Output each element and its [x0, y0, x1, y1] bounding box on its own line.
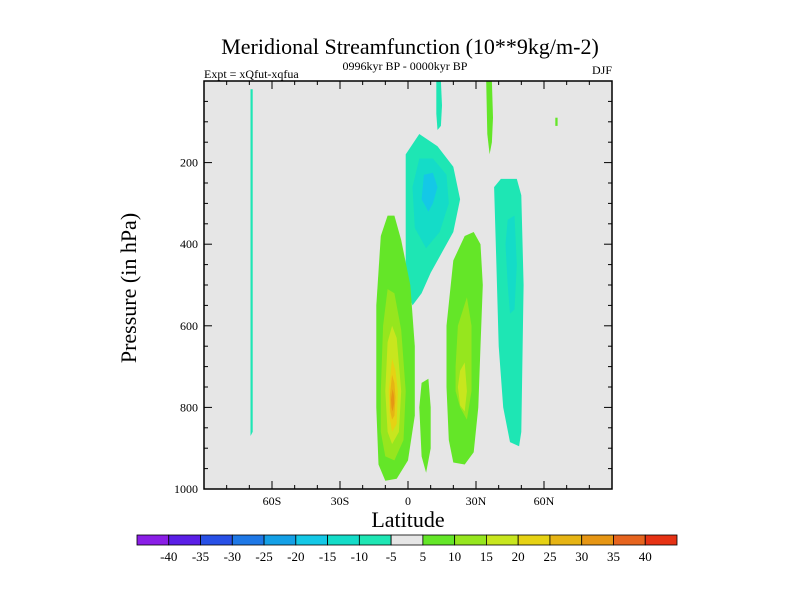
x-tick-label: 60N — [534, 494, 555, 508]
colorbar-swatch — [200, 534, 233, 546]
colorbar-label: -25 — [255, 549, 272, 564]
colorbar-swatch — [517, 534, 551, 546]
colorbar-swatch — [168, 534, 201, 546]
colorbar-swatch — [581, 534, 614, 546]
y-tick-label: 200 — [180, 156, 198, 170]
y-tick-label: 1000 — [174, 482, 198, 496]
colorbar-swatch — [136, 534, 170, 546]
colorbar-label: -5 — [386, 549, 397, 564]
colorbar-swatch — [486, 534, 519, 546]
contour-region — [505, 215, 517, 314]
colorbar-label: 20 — [512, 549, 525, 564]
colorbar-swatch — [644, 534, 678, 546]
contour-region — [555, 117, 558, 126]
colorbar-swatch — [613, 534, 646, 546]
colorbar-label: -40 — [160, 549, 177, 564]
contour-region — [436, 81, 442, 130]
contour-region — [419, 378, 431, 473]
colorbar: -40 -35 -30 -25 -20 -15 -10 -5 5 10 15 20 25 30 35 40 — [136, 534, 678, 564]
y-tick-label: 800 — [180, 400, 198, 414]
colorbar-label: 30 — [575, 549, 588, 564]
colorbar-swatch — [549, 534, 583, 546]
axis-ticks: 60S 30S 0 30N 60N 200 400 600 800 1000 — [174, 81, 612, 508]
chart-title: Meridional Streamfunction (10**9kg/m-2) — [221, 34, 599, 59]
colorbar-label: -30 — [224, 549, 241, 564]
y-tick-label: 400 — [180, 237, 198, 251]
contour-regions — [250, 81, 558, 481]
colorbar-label: -35 — [192, 549, 209, 564]
colorbar-label: -20 — [287, 549, 304, 564]
contour-region — [457, 362, 467, 412]
contour-region — [486, 81, 493, 155]
chart-subtitle-right: DJF — [592, 63, 612, 77]
x-tick-label: 30S — [331, 494, 350, 508]
colorbar-label: 5 — [420, 549, 427, 564]
x-tick-label: 60S — [263, 494, 282, 508]
colorbar-swatch — [327, 534, 360, 546]
colorbar-label: 35 — [607, 549, 620, 564]
colorbar-swatch — [390, 534, 424, 546]
colorbar-label: -15 — [319, 549, 336, 564]
y-axis-label: Pressure (in hPa) — [116, 213, 141, 363]
contour-region — [250, 89, 253, 436]
colorbar-swatch — [263, 534, 297, 546]
colorbar-label: -10 — [351, 549, 368, 564]
contour-region — [494, 178, 524, 447]
colorbar-swatch — [454, 534, 487, 546]
x-tick-label: 30N — [466, 494, 487, 508]
colorbar-label: 25 — [543, 549, 556, 564]
colorbar-swatch — [422, 534, 456, 546]
x-tick-label: 0 — [405, 494, 411, 508]
contour-region — [421, 172, 438, 212]
contour-region — [391, 389, 395, 412]
chart-subtitle-left: Expt = xQfut-xqfua — [204, 67, 299, 81]
chart-subtitle-center: 0996kyr BP - 0000kyr BP — [343, 59, 468, 73]
colorbar-swatch — [295, 534, 328, 546]
y-tick-label: 600 — [180, 319, 198, 333]
colorbar-swatch — [231, 534, 265, 546]
x-axis-label: Latitude — [371, 507, 444, 532]
colorbar-label: 15 — [480, 549, 493, 564]
colorbar-label: 40 — [639, 549, 652, 564]
colorbar-label: 10 — [448, 549, 461, 564]
colorbar-swatch — [358, 534, 392, 546]
